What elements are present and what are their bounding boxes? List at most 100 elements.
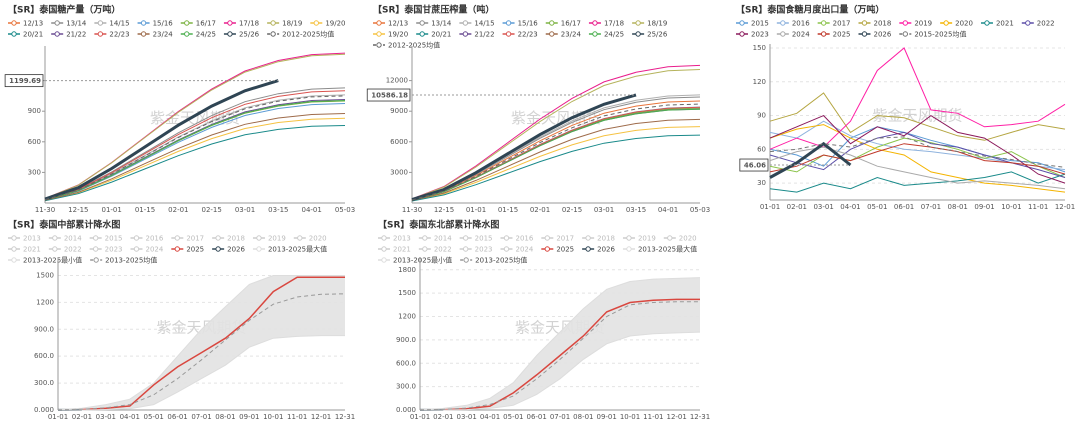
legend-item[interactable]: 2024 xyxy=(130,246,164,254)
legend-item[interactable]: 2024 xyxy=(500,246,534,254)
legend-item[interactable]: 21/22 xyxy=(459,31,495,39)
legend-item[interactable]: 2012-2025均值 xyxy=(373,41,440,50)
legend-item[interactable]: 2014 xyxy=(48,235,82,243)
legend-item[interactable]: 2018 xyxy=(212,235,245,243)
axis-value-label: 1199.69 xyxy=(9,77,41,85)
legend-item[interactable]: 2017 xyxy=(817,20,851,28)
legend-item[interactable]: 2012-2025均值 xyxy=(267,30,334,39)
legend-item[interactable]: 2020 xyxy=(663,235,697,243)
legend-item[interactable]: 2025 xyxy=(541,246,574,254)
x-tick-label: 03-01 xyxy=(813,203,833,211)
legend-item[interactable]: 2026 xyxy=(858,31,892,39)
legend-item[interactable]: 24/25 xyxy=(588,31,624,39)
series-line xyxy=(411,93,637,202)
legend-item[interactable]: 2017 xyxy=(171,235,204,243)
legend-item[interactable]: 22/23 xyxy=(94,31,130,39)
legend-item[interactable]: 2016 xyxy=(776,20,810,28)
legend-item[interactable]: 16/17 xyxy=(545,20,581,28)
legend-dot xyxy=(943,20,949,26)
legend-item[interactable]: 13/14 xyxy=(416,20,452,28)
legend-item[interactable]: 14/15 xyxy=(94,20,130,28)
legend-item[interactable]: 2015 xyxy=(459,235,493,243)
legend-item[interactable]: 2016 xyxy=(130,235,164,243)
legend-item[interactable]: 2013-2025均值 xyxy=(90,256,157,265)
legend-item[interactable]: 21/22 xyxy=(51,31,86,39)
legend-label: 2012-2025均值 xyxy=(388,41,440,50)
legend-item[interactable]: 2025 xyxy=(171,246,204,254)
legend-item[interactable]: 2022 xyxy=(48,246,82,254)
legend-item[interactable]: 2013 xyxy=(8,235,41,243)
legend-item[interactable]: 2015-2025均值 xyxy=(899,30,966,39)
legend-item[interactable]: 12/13 xyxy=(8,20,43,28)
series-line xyxy=(44,53,346,199)
y-tick-label: 1200 xyxy=(36,298,54,306)
legend-item[interactable]: 17/18 xyxy=(588,20,624,28)
legend-item[interactable]: 19/20 xyxy=(310,20,346,28)
legend-item[interactable]: 2021 xyxy=(980,20,1014,28)
legend-item[interactable]: 23/24 xyxy=(137,31,174,39)
legend-item[interactable]: 25/26 xyxy=(223,31,260,39)
legend-item[interactable]: 2023 xyxy=(459,246,493,254)
legend-item[interactable]: 14/15 xyxy=(459,20,495,28)
legend-item[interactable]: 2014 xyxy=(418,235,452,243)
legend-dot xyxy=(11,246,17,252)
y-tick-label: 300.0 xyxy=(396,383,416,391)
x-tick-label: 04-01 xyxy=(658,206,678,214)
legend-item[interactable]: 2020 xyxy=(293,235,327,243)
legend-item[interactable]: 2018 xyxy=(858,20,891,28)
legend-item[interactable]: 2016 xyxy=(500,235,534,243)
legend-item[interactable]: 2019 xyxy=(252,235,286,243)
chart-panel: 【SR】泰国中部累计降水图 2013 2014 2015 2016 2017 2018 201… xyxy=(8,219,355,421)
legend-item[interactable]: 17/18 xyxy=(223,20,259,28)
legend-item[interactable]: 2015 xyxy=(736,20,769,28)
legend-dot xyxy=(462,31,469,37)
legend-item[interactable]: 2026 xyxy=(212,246,246,254)
legend-item[interactable]: 12/13 xyxy=(373,20,408,28)
legend-item[interactable]: 2013-2025最大值 xyxy=(252,245,327,254)
legend-dot xyxy=(313,20,320,26)
legend-label: 22/23 xyxy=(518,31,538,39)
legend-item[interactable]: 25/26 xyxy=(632,31,668,39)
legend-item[interactable]: 2021 xyxy=(378,246,411,254)
legend-item[interactable]: 2022 xyxy=(1021,20,1055,28)
x-tick-label: 11-01 xyxy=(643,413,663,421)
legend-item[interactable]: 2013-2025最小值 xyxy=(8,256,82,265)
legend-item[interactable]: 2023 xyxy=(89,246,123,254)
legend-item[interactable]: 2025 xyxy=(817,31,851,39)
x-tick-label: 03-15 xyxy=(626,206,646,214)
legend-item[interactable]: 2013-2025最大值 xyxy=(622,245,697,254)
legend-item[interactable]: 2013-2025最小值 xyxy=(378,256,452,265)
legend-item[interactable]: 2017 xyxy=(541,235,574,243)
y-tick-label: 300.0 xyxy=(34,379,54,387)
legend-item[interactable]: 24/25 xyxy=(180,31,216,39)
legend-item[interactable]: 19/20 xyxy=(373,31,408,39)
legend-item[interactable]: 23/24 xyxy=(545,31,582,39)
legend-item[interactable]: 2015 xyxy=(89,235,123,243)
legend-item[interactable]: 2013 xyxy=(378,235,411,243)
legend-item[interactable]: 2023 xyxy=(736,31,769,39)
legend-item[interactable]: 13/14 xyxy=(51,20,87,28)
legend-item[interactable]: 20/21 xyxy=(416,31,451,39)
legend-label: 2026 xyxy=(227,246,245,254)
legend-item[interactable]: 16/17 xyxy=(180,20,216,28)
legend-item[interactable]: 2018 xyxy=(582,235,615,243)
legend-item[interactable]: 2019 xyxy=(899,20,932,28)
legend-item[interactable]: 2024 xyxy=(776,31,810,39)
legend-dot xyxy=(215,235,221,241)
legend-dot xyxy=(635,20,641,26)
legend-label: 23/24 xyxy=(153,31,174,39)
x-tick-label: 12-15 xyxy=(68,206,88,214)
x-tick-label: 10-01 xyxy=(620,413,640,421)
legend-item[interactable]: 20/21 xyxy=(8,31,43,39)
legend-item[interactable]: 18/19 xyxy=(267,20,302,28)
legend-item[interactable]: 22/23 xyxy=(502,31,538,39)
legend-item[interactable]: 18/19 xyxy=(632,20,667,28)
legend-item[interactable]: 2019 xyxy=(622,235,656,243)
legend-item[interactable]: 15/16 xyxy=(137,20,174,28)
legend-item[interactable]: 2020 xyxy=(940,20,973,28)
legend-item[interactable]: 2013-2025均值 xyxy=(460,256,527,265)
legend-item[interactable]: 15/16 xyxy=(502,20,539,28)
legend-item[interactable]: 2022 xyxy=(418,246,452,254)
legend-item[interactable]: 2026 xyxy=(582,246,616,254)
legend-item[interactable]: 2021 xyxy=(8,246,41,254)
